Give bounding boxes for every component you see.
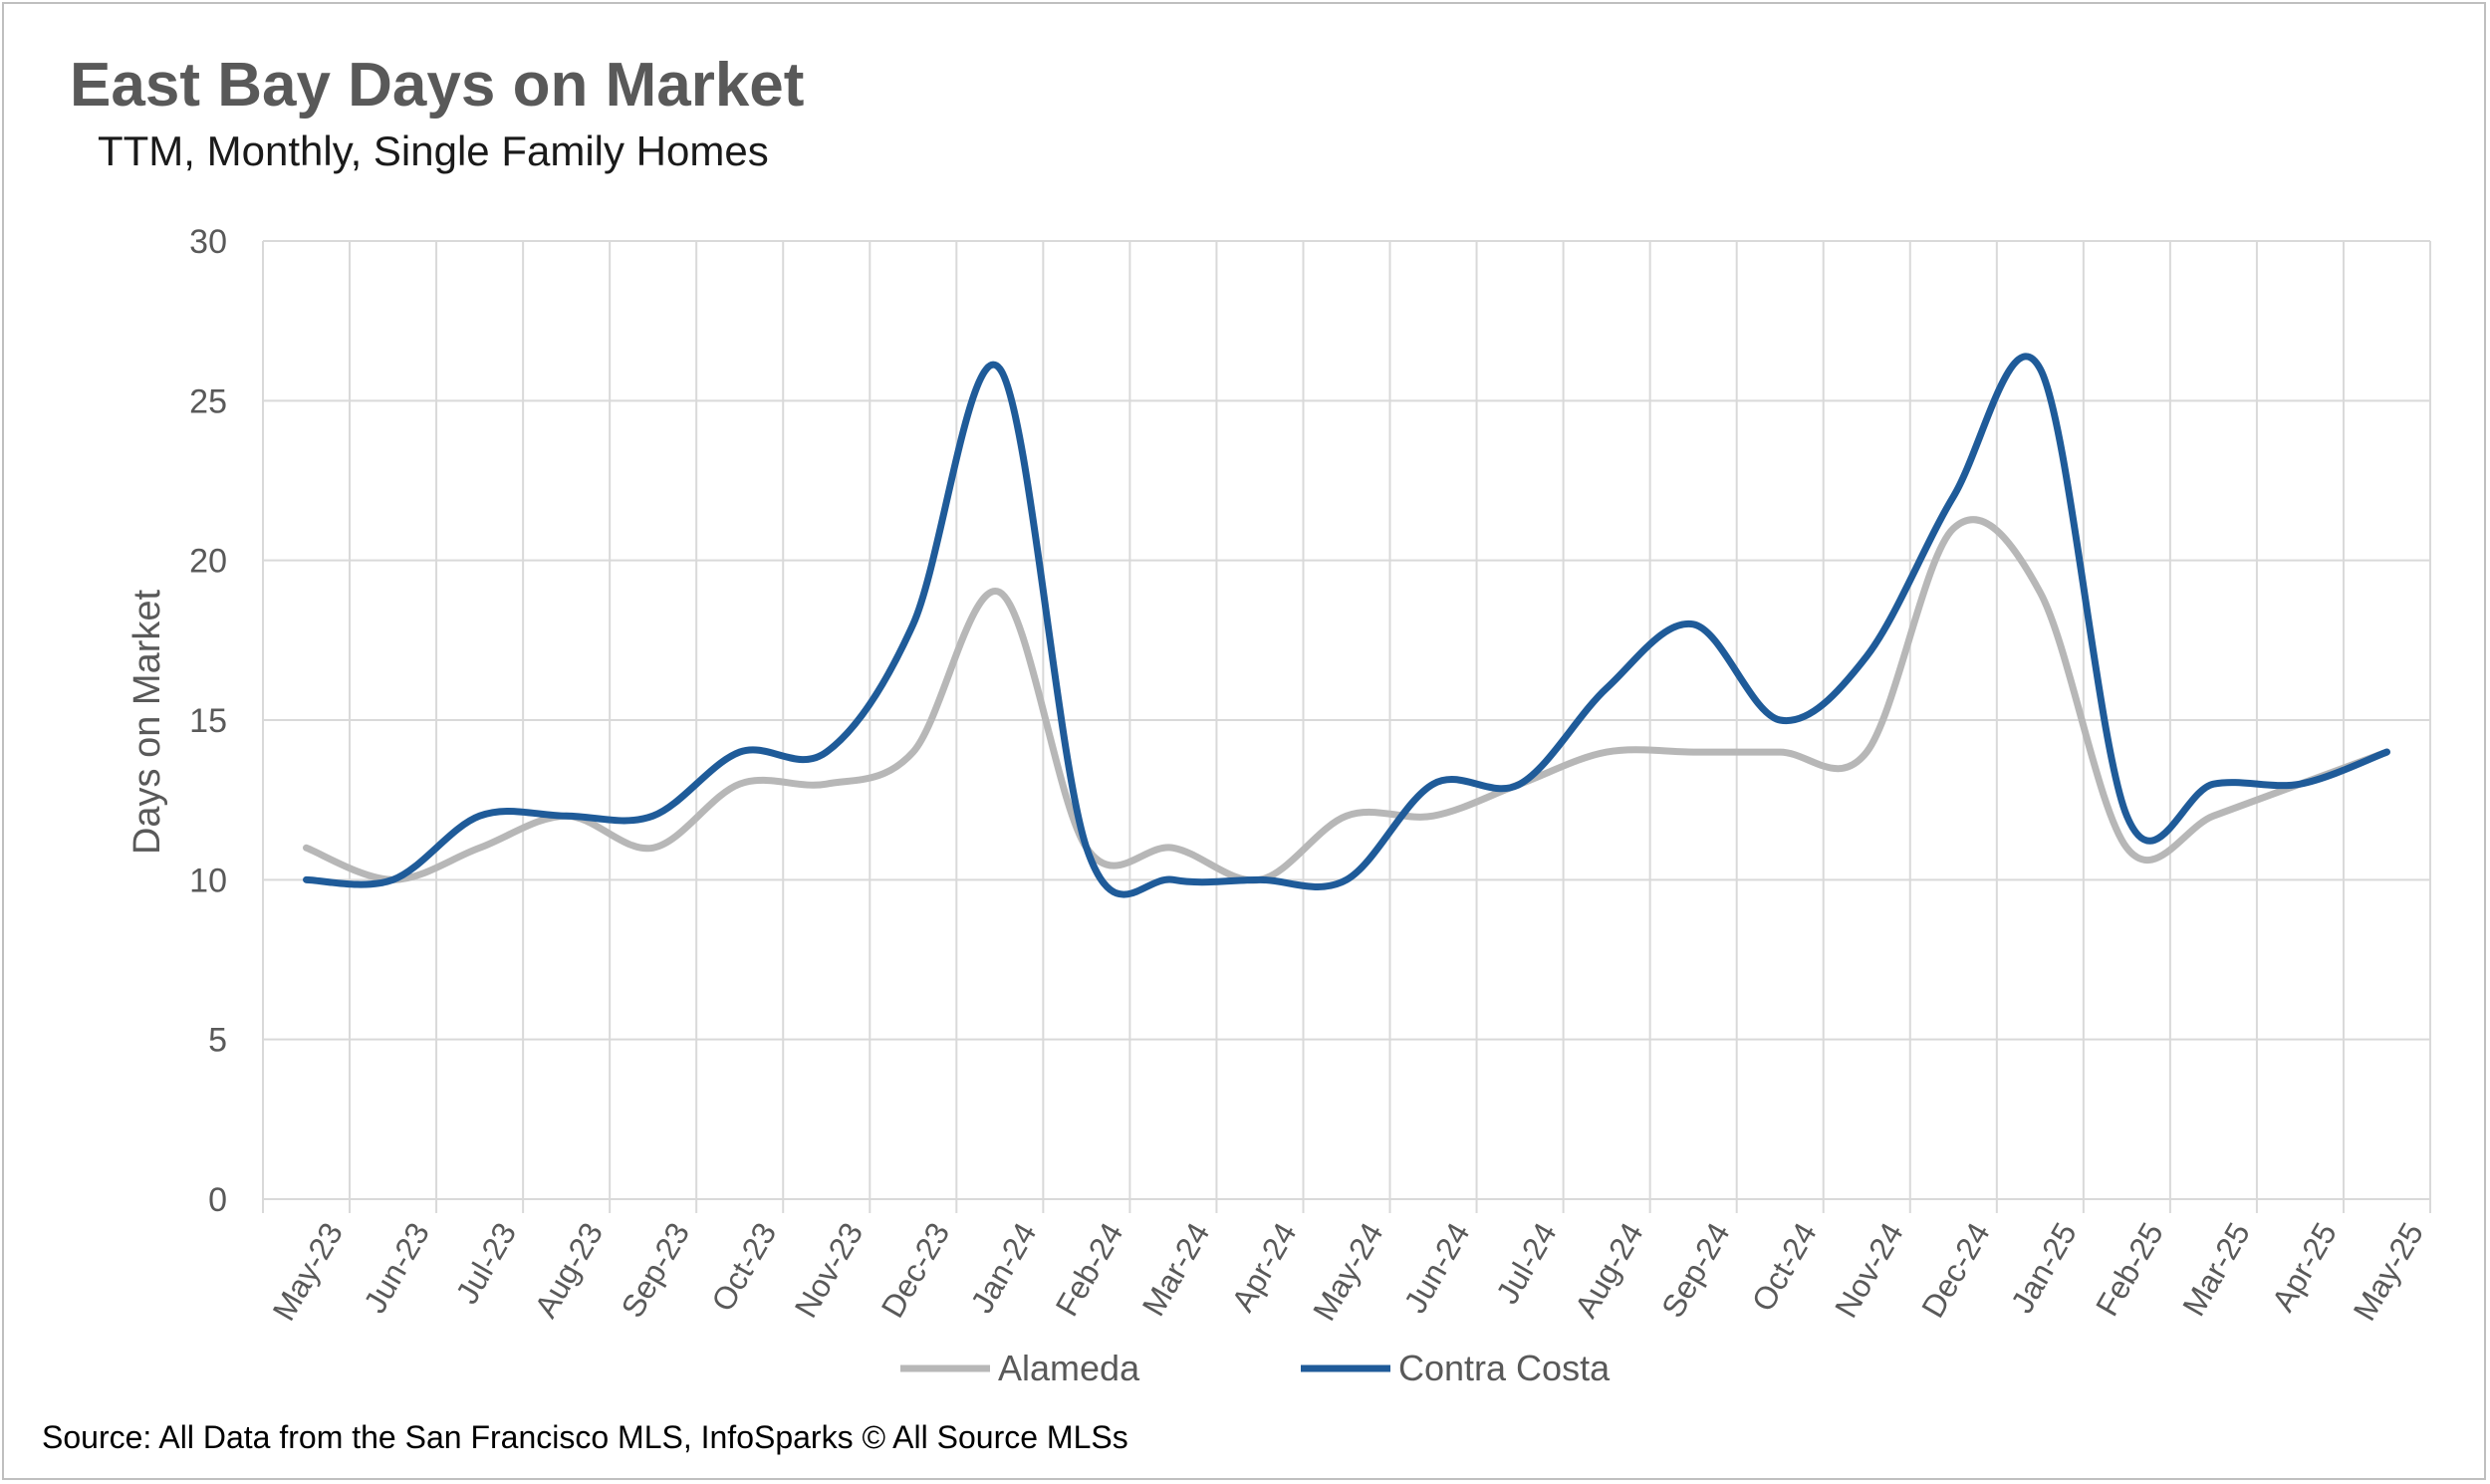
y-axis-label: Days on Market: [126, 590, 168, 856]
x-tick-label: Jan-24: [963, 1217, 1043, 1320]
x-tick-label: Aug-24: [1568, 1217, 1650, 1324]
x-tick-label: Oct-24: [1745, 1217, 1824, 1318]
legend: Alameda Contra Costa: [900, 1348, 1611, 1388]
y-tick-label: 5: [208, 1022, 227, 1060]
x-tick-label: May-25: [2347, 1217, 2431, 1327]
x-tick-label: Jun-23: [357, 1217, 436, 1320]
x-tick-label: Jul-24: [1489, 1217, 1564, 1310]
legend-label-contra-costa: Contra Costa: [1398, 1348, 1611, 1388]
source-note: Source: All Data from the San Francisco …: [42, 1419, 1128, 1455]
x-tick-label: May-23: [266, 1217, 351, 1327]
y-tick-label: 20: [189, 543, 227, 581]
x-tick-label: Dec-24: [1914, 1217, 1997, 1324]
x-tick-label: Apr-25: [2265, 1217, 2344, 1318]
series: [303, 353, 2390, 898]
x-tick-label: Nov-24: [1828, 1217, 1910, 1324]
x-tick-label: May-24: [1306, 1217, 1390, 1327]
x-tick-label: Sep-24: [1654, 1217, 1737, 1324]
y-tick-label: 0: [208, 1181, 227, 1219]
series-line-contra-costa: [303, 353, 2390, 898]
x-tick-label: Mar-24: [1135, 1217, 1217, 1323]
x-tick-label: Nov-23: [788, 1217, 871, 1324]
series-line-alameda: [303, 516, 2390, 884]
x-tick-label: Jul-23: [448, 1217, 523, 1310]
y-tick-label: 10: [189, 862, 227, 899]
chart-title: East Bay Days on Market: [70, 51, 805, 120]
x-tick-label: Feb-24: [1049, 1217, 1130, 1323]
x-tick-label: Oct-23: [704, 1217, 783, 1318]
y-axis-ticks: 0 5 10 15 20 25 30: [189, 223, 227, 1219]
y-tick-label: 25: [189, 382, 227, 420]
x-tick-label: Dec-23: [874, 1217, 957, 1324]
y-tick-label: 15: [189, 702, 227, 740]
x-tick-label: Mar-25: [2175, 1217, 2257, 1323]
x-axis-ticks: May-23 Jun-23 Jul-23 Aug-23 Sep-23 Oct-23 Nov-…: [266, 1217, 2430, 1327]
x-tick-label: Feb-25: [2089, 1217, 2170, 1323]
legend-label-alameda: Alameda: [998, 1348, 1140, 1388]
grid: [262, 240, 2431, 1213]
y-tick-label: 30: [189, 223, 227, 261]
x-tick-label: Jun-24: [1397, 1217, 1477, 1320]
x-tick-label: Jan-25: [2004, 1217, 2084, 1320]
chart-subtitle: TTM, Monthly, Single Family Homes: [98, 127, 769, 174]
x-tick-label: Aug-23: [527, 1217, 610, 1324]
x-tick-label: Sep-23: [614, 1217, 696, 1324]
x-tick-label: Apr-24: [1224, 1217, 1303, 1318]
